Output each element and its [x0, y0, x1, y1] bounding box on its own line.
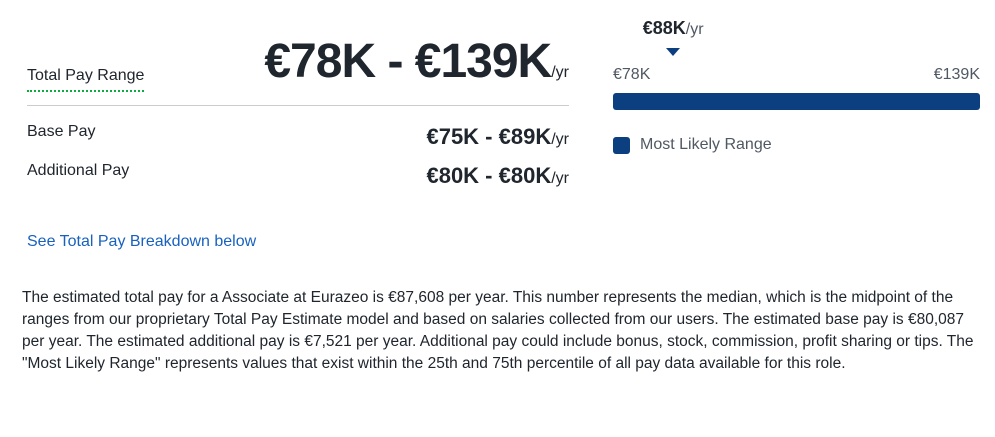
see-breakdown-link[interactable]: See Total Pay Breakdown below	[27, 233, 257, 250]
most-likely-range-bar	[613, 93, 980, 110]
base-pay-value: €75K - €89K/yr	[426, 124, 569, 150]
legend-swatch	[613, 137, 630, 154]
per-year-unit: /yr	[551, 131, 569, 148]
range-min-label: €78K	[613, 66, 651, 83]
divider	[27, 105, 569, 106]
median-amount: €88K	[642, 18, 686, 38]
legend-label: Most Likely Range	[640, 136, 772, 153]
median-marker-icon	[666, 48, 681, 56]
total-pay-amount: €78K - €139K	[264, 35, 552, 88]
base-pay-label: Base Pay	[27, 123, 96, 140]
per-year-unit: /yr	[551, 64, 569, 81]
range-max-label: €139K	[933, 66, 980, 83]
base-pay-amount: €75K - €89K	[426, 124, 552, 149]
pay-description: The estimated total pay for a Associate …	[22, 289, 974, 372]
per-year-unit: /yr	[685, 21, 704, 38]
per-year-unit: /yr	[551, 170, 569, 187]
total-pay-range-value: €78K - €139K/yr	[264, 34, 569, 89]
median-pay-label: €88K/yr	[643, 18, 704, 39]
additional-pay-amount: €80K - €80K	[426, 163, 552, 188]
additional-pay-value: €80K - €80K/yr	[426, 163, 569, 189]
additional-pay-label: Additional Pay	[27, 162, 130, 179]
total-pay-range-label[interactable]: Total Pay Range	[27, 66, 145, 92]
